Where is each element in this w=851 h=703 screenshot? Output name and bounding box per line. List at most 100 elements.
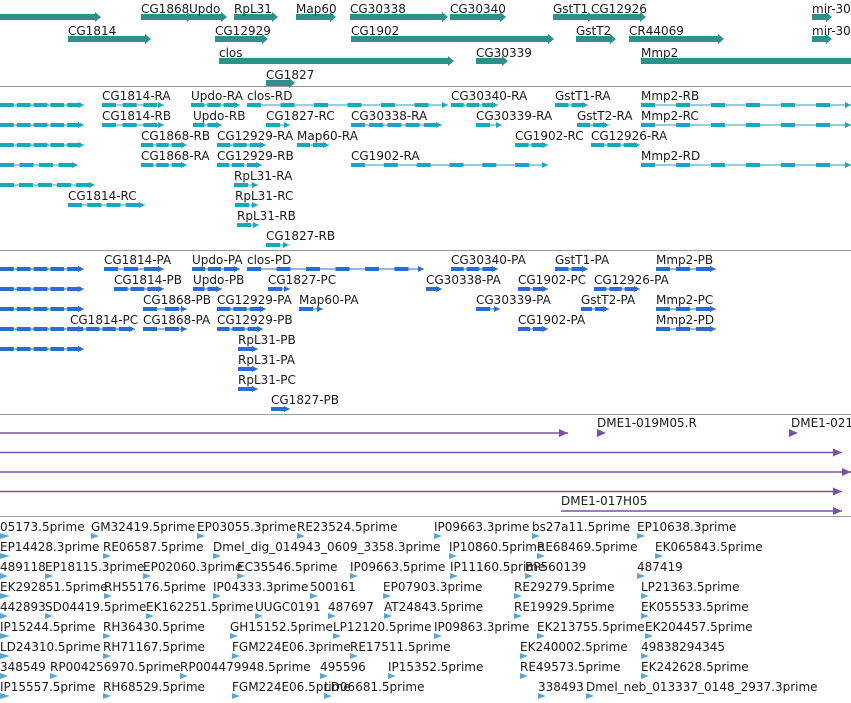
est-feature[interactable]: EP07903.3prime [383,580,482,599]
est-feature[interactable]: bs27a11.5prime [532,520,630,539]
protein-feature[interactable]: Map60-PA [299,293,359,312]
est-feature[interactable]: EP14428.3prime [0,540,99,559]
est-feature[interactable]: RH55176.5prime [104,580,206,599]
cdna-feature[interactable] [0,468,851,476]
gene-feature[interactable]: CG1827 [266,68,314,88]
est-feature[interactable]: Dmel_neb_013337_0148_2937.3prime [586,680,818,699]
protein-feature[interactable]: CG12929-PB [217,313,293,332]
gene-feature[interactable]: CG1868 [141,2,193,22]
est-feature[interactable]: RE29279.5prime [514,580,615,599]
protein-feature[interactable]: RpL31-PA [238,353,296,372]
protein-feature[interactable]: CG30339-PA [476,293,552,312]
protein-feature[interactable]: Mmp2-PB [656,253,716,272]
est-feature[interactable]: LP21363.5prime [641,580,740,599]
transcript-feature[interactable]: RpL31-RB [237,209,296,228]
est-feature[interactable]: EK213755.5prime [537,620,645,639]
gene-feature[interactable]: CG12929 [215,24,271,44]
est-feature[interactable]: EK065843.5prime [655,540,763,559]
est-feature[interactable]: FGM224E06.5prime [232,680,351,699]
protein-feature[interactable]: CG1814-PB [114,273,182,292]
est-feature[interactable]: IP04333.3prime [213,580,308,599]
protein-feature[interactable]: CG12929-PA [217,293,293,312]
protein-feature[interactable]: RpL31-PC [238,373,296,392]
est-feature[interactable]: 500161 [310,580,356,599]
transcript-feature[interactable]: CG1827-RC [266,109,335,128]
est-feature[interactable]: RH36430.5prime [103,620,205,639]
cdna-feature[interactable] [0,429,568,437]
transcript-feature[interactable]: Mmp2-RD [641,149,851,168]
est-feature[interactable]: GH15152.5prime [230,620,333,639]
gene-feature[interactable]: CR44069 [629,24,724,44]
transcript-feature[interactable] [0,122,84,128]
est-feature[interactable]: EP10638.3prime [637,520,736,539]
est-feature[interactable]: RE23524.5prime [297,520,398,539]
protein-feature[interactable]: CG30338-PA [426,273,502,292]
est-feature[interactable]: Dmel_dig_014943_0609_3358.3prime [213,540,441,559]
gene-feature[interactable]: Updo [189,2,227,22]
gene-feature[interactable] [0,12,101,22]
protein-feature[interactable]: GstT1-PA [555,253,610,272]
transcript-feature[interactable]: CG12926-RA [591,129,668,148]
transcript-feature[interactable]: CG1814-RB [102,109,171,128]
protein-feature[interactable]: Mmp2-PC [656,293,716,312]
transcript-feature[interactable]: GstT2-RA [577,109,633,128]
protein-feature[interactable]: CG30340-PA [451,253,527,272]
transcript-feature[interactable]: CG1868-RB [141,129,210,148]
est-feature[interactable]: IP15244.5prime [0,620,95,639]
gene-feature[interactable]: CG1902 [351,24,554,44]
est-feature[interactable]: EK292851.5prime [0,580,108,599]
protein-feature[interactable]: CG1868-PB [143,293,211,312]
protein-feature[interactable]: Mmp2-PD [656,313,716,332]
est-feature[interactable]: LD24310.5prime [0,640,101,659]
est-feature[interactable]: IP10860.5prime [449,540,544,559]
transcript-feature[interactable]: Updo-RA [191,89,244,108]
est-feature[interactable]: IP15557.5prime [0,680,95,699]
est-feature[interactable]: IP09663.5prime [350,560,445,579]
est-feature[interactable]: RE19929.5prime [514,600,615,619]
protein-feature[interactable]: Updo-PA [192,253,243,272]
cdna-feature[interactable]: DME1-021 [789,416,851,437]
transcript-feature[interactable]: clos-RD [247,89,448,108]
gene-feature[interactable]: CG30339 [476,46,532,66]
gene-feature[interactable]: mir-30 [812,2,851,22]
gene-feature[interactable]: Mmp2 [641,46,851,66]
est-feature[interactable]: RH68529.5prime [103,680,205,699]
est-feature[interactable]: RE68469.5prime [537,540,638,559]
cdna-feature[interactable]: DME1-017H05 [561,494,842,515]
est-feature[interactable]: 05173.5prime [0,520,85,539]
transcript-feature[interactable]: RpL31-RA [234,169,293,188]
transcript-feature[interactable] [0,102,84,108]
est-feature[interactable]: 487419 [637,560,683,579]
protein-feature[interactable]: CG1902-PA [518,313,586,332]
est-feature[interactable]: EK242628.5prime [641,660,749,679]
gene-feature[interactable]: GstT1 [553,2,594,22]
protein-feature[interactable]: CG1902-PC [518,273,586,292]
est-feature[interactable]: EK240002.5prime [520,640,628,659]
est-feature[interactable]: BP560139 [525,560,586,579]
est-feature[interactable]: RH71167.5prime [103,640,205,659]
transcript-feature[interactable] [0,182,95,188]
est-feature[interactable]: IP09863.3prime [434,620,529,639]
transcript-feature[interactable]: CG12929-RA [217,129,294,148]
protein-feature[interactable]: CG1814-PC [70,313,138,332]
transcript-feature[interactable]: RpL31-RC [235,189,293,208]
est-feature[interactable]: EC35546.5prime [237,560,338,579]
est-feature[interactable]: 487697 [328,600,374,619]
est-feature[interactable]: RE49573.5prime [520,660,621,679]
transcript-feature[interactable]: CG1868-RA [141,149,210,168]
gene-feature[interactable]: GstT2 [576,24,616,44]
transcript-feature[interactable]: CG1902-RC [515,129,584,148]
est-feature[interactable]: IP09663.3prime [434,520,529,539]
protein-feature[interactable]: CG1868-PA [143,313,211,332]
transcript-feature[interactable]: CG30338-RA [351,109,442,128]
est-feature[interactable]: EK055533.5prime [641,600,749,619]
gene-feature[interactable]: CG12926 [591,2,647,22]
est-feature[interactable]: EP02060.3prime [143,560,242,579]
protein-feature[interactable]: CG1814-PA [104,253,172,272]
est-feature[interactable]: GM32419.5prime [91,520,195,539]
gene-feature[interactable]: CG1814 [68,24,151,44]
est-feature[interactable]: RE06587.5prime [103,540,204,559]
protein-feature[interactable] [0,286,84,292]
est-feature[interactable]: 338493 [538,680,584,699]
est-feature[interactable]: EP03055.3prime [197,520,296,539]
